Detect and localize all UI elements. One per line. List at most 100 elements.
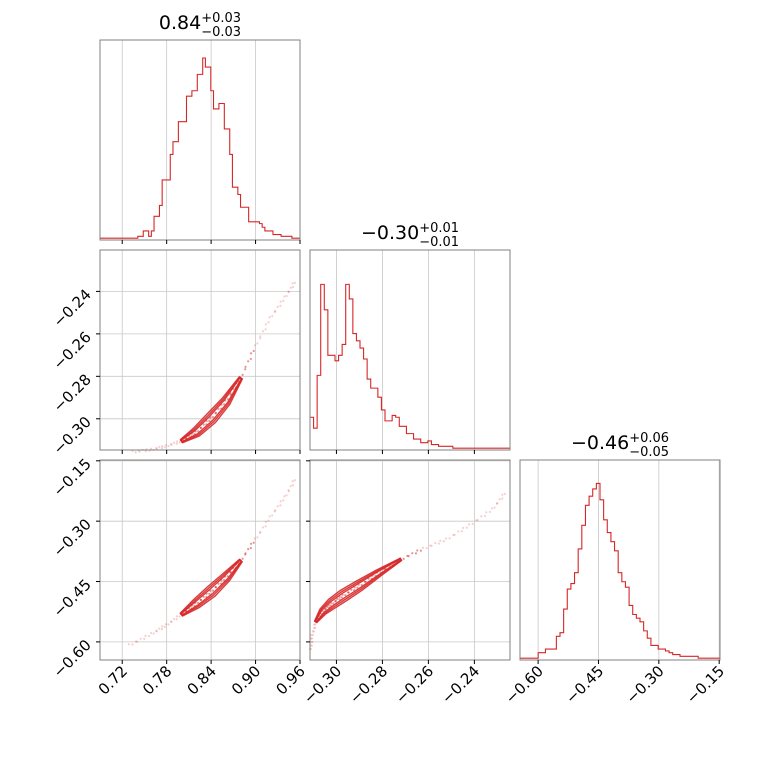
- sample-point: [493, 506, 496, 509]
- sample-point: [175, 615, 179, 618]
- sample-point: [167, 623, 170, 626]
- sample-point: [425, 547, 428, 550]
- sample-point: [208, 592, 211, 595]
- sample-point: [256, 536, 259, 539]
- sample-point: [172, 441, 176, 444]
- sample-point: [475, 519, 478, 522]
- sample-point: [170, 443, 173, 447]
- x-tick-label: −0.15: [683, 662, 728, 707]
- sample-point: [416, 549, 419, 552]
- sample-point: [144, 450, 147, 453]
- panel-frame: [99, 459, 301, 661]
- x-tick-label: 0.78: [139, 662, 175, 698]
- sample-point: [285, 294, 288, 298]
- sample-point: [170, 620, 173, 623]
- x-tick-label: −0.26: [392, 662, 437, 707]
- sample-point: [264, 323, 267, 326]
- sample-point: [164, 623, 167, 626]
- sample-point: [430, 544, 433, 547]
- sample-point: [311, 640, 314, 644]
- sample-point: [217, 407, 220, 411]
- sample-point: [501, 493, 504, 496]
- sample-point: [247, 548, 250, 551]
- panel-frame: [519, 459, 721, 661]
- sample-point: [293, 479, 297, 482]
- sample-point: [155, 629, 158, 632]
- sample-point: [279, 504, 282, 507]
- sample-point: [273, 310, 276, 314]
- sample-point: [291, 484, 295, 487]
- sample-point: [258, 337, 262, 340]
- sample-point: [241, 557, 244, 560]
- sample-point: [421, 546, 425, 549]
- scatter-panel-1: [96, 459, 301, 664]
- sample-point: [274, 309, 277, 313]
- sample-point: [289, 485, 292, 488]
- sample-point: [311, 630, 314, 633]
- sample-point: [197, 430, 200, 433]
- x-tick-label: −0.30: [622, 662, 667, 707]
- x-tick-label: 0.90: [228, 662, 264, 698]
- sample-point: [158, 627, 161, 630]
- sample-point: [258, 531, 262, 535]
- sample-point: [429, 544, 432, 547]
- sample-point: [164, 444, 167, 447]
- sample-point: [332, 602, 335, 605]
- sample-point: [268, 515, 271, 518]
- panel-frame: [99, 249, 301, 451]
- sample-point: [160, 628, 164, 631]
- sample-point: [434, 542, 437, 545]
- sample-point: [360, 583, 363, 586]
- sample-point: [152, 632, 155, 635]
- param-title-0: 0.84+0.03 −0.03: [159, 11, 241, 40]
- sample-point: [138, 450, 141, 453]
- sample-point: [312, 630, 316, 633]
- sample-point: [199, 598, 203, 602]
- sample-point: [244, 365, 247, 368]
- y-tick-label: −0.15: [50, 455, 95, 500]
- sample-point: [222, 403, 226, 406]
- sample-point: [144, 634, 147, 637]
- sample-point: [448, 537, 451, 540]
- sample-point: [340, 596, 343, 599]
- sample-point: [419, 549, 423, 552]
- sample-point: [285, 494, 288, 497]
- sample-point: [310, 633, 313, 637]
- param-title-1: −0.30+0.01 −0.01: [361, 221, 459, 250]
- sample-point: [287, 489, 290, 492]
- histogram-2: [520, 482, 720, 659]
- sample-point: [310, 644, 313, 647]
- sample-point: [127, 643, 130, 646]
- sample-point: [282, 499, 285, 502]
- sample-point: [136, 640, 139, 643]
- sample-point: [163, 625, 166, 628]
- sample-point: [149, 631, 153, 635]
- x-tick-label: −0.28: [346, 662, 391, 707]
- sample-point: [273, 510, 276, 513]
- sample-point: [244, 552, 247, 555]
- sample-point: [175, 618, 178, 621]
- y-tick-label: −0.45: [50, 576, 95, 621]
- hist-panel-0: [99, 39, 301, 244]
- sample-point: [178, 441, 181, 444]
- sample-point: [167, 445, 170, 448]
- scatter-panel-0: [96, 249, 301, 454]
- sample-point: [261, 526, 265, 529]
- sample-point: [139, 637, 142, 640]
- sample-point: [324, 608, 327, 611]
- sample-point: [249, 546, 252, 550]
- sample-point: [488, 510, 491, 514]
- sample-point: [259, 335, 262, 338]
- sample-point: [155, 446, 158, 449]
- sample-point: [253, 344, 256, 347]
- sample-point: [264, 328, 267, 331]
- sample-point: [199, 426, 203, 429]
- contour-2: [179, 376, 244, 444]
- title-plus: +0.03: [201, 11, 241, 26]
- sample-point: [274, 509, 277, 512]
- sample-point: [226, 398, 229, 401]
- sample-point: [356, 586, 359, 589]
- sample-point: [149, 447, 153, 450]
- sample-point: [411, 552, 414, 555]
- sample-point: [160, 447, 164, 450]
